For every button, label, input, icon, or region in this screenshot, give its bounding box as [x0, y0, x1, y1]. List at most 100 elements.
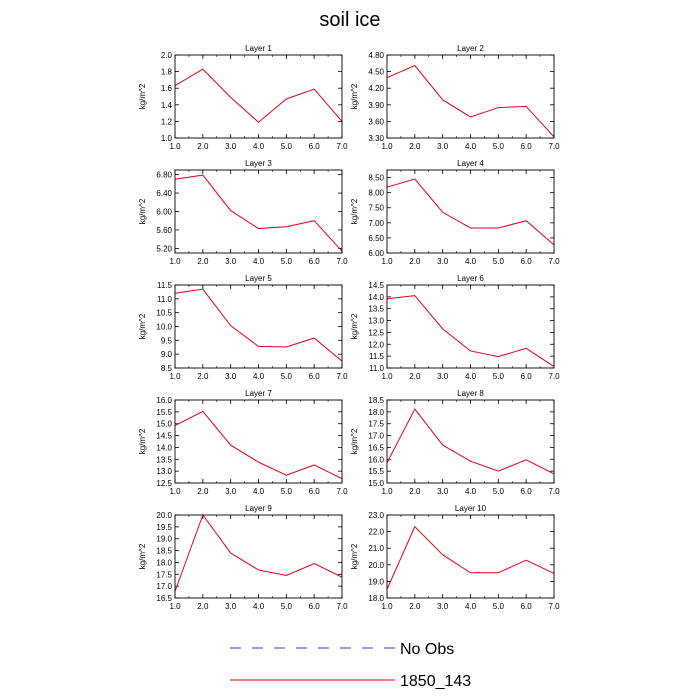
x-tick-label: 1.0 — [169, 602, 181, 611]
y-tick-label: 4.50 — [368, 68, 384, 77]
y-tick-label: 13.5 — [368, 305, 384, 314]
series-line-1850_143 — [386, 295, 555, 367]
x-tick-label: 4.0 — [465, 602, 477, 611]
y-tick-label: 8.00 — [368, 189, 384, 198]
x-tick-label: 1.0 — [169, 487, 181, 496]
y-tick-label: 12.5 — [156, 479, 172, 488]
x-tick-label: 1.0 — [381, 142, 393, 151]
y-tick-label: 14.0 — [156, 443, 172, 452]
series-line-1850_143 — [386, 64, 555, 138]
x-tick-label: 1.0 — [169, 257, 181, 266]
panel-title: Layer 7 — [245, 389, 272, 398]
x-tick-label: 3.0 — [437, 257, 449, 266]
x-tick-label: 2.0 — [197, 602, 209, 611]
x-tick-label: 4.0 — [253, 487, 265, 496]
panel-layer-2: Layer 2 kg/m^2 1.0 2.0 3.0 4.0 5.0 6.0 7.0 3.30 3.… — [350, 44, 560, 151]
x-tick-label: 6.0 — [309, 487, 321, 496]
y-tick-label: 10.0 — [156, 323, 172, 332]
y-tick-label: 6.00 — [368, 249, 384, 258]
y-tick-label: 1.6 — [161, 84, 173, 93]
y-tick-label: 4.80 — [368, 51, 384, 60]
y-tick-label: 17.0 — [368, 432, 384, 441]
panel-title: Layer 3 — [245, 159, 272, 168]
x-tick-label: 7.0 — [548, 602, 560, 611]
plot-frame — [386, 284, 555, 369]
y-tick-label: 5.60 — [156, 226, 172, 235]
y-tick-label: 19.5 — [156, 523, 172, 532]
panel-title: Layer 10 — [455, 504, 487, 513]
y-tick-label: 11.0 — [157, 295, 173, 304]
plot-frame — [386, 169, 555, 254]
panel-layer-4: Layer 4 kg/m^2 1.0 2.0 3.0 4.0 5.0 6.0 7.0 6.00 6.… — [350, 159, 560, 266]
y-tick-label: 18.5 — [156, 547, 172, 556]
series-line-1850_143 — [174, 410, 343, 480]
plot-frame — [386, 514, 555, 599]
panel-layer-8: Layer 8 kg/m^2 1.0 2.0 3.0 4.0 5.0 6.0 7.0 15.0 15… — [350, 389, 560, 496]
x-tick-label: 3.0 — [225, 142, 237, 151]
panel-layer-3: Layer 3 kg/m^2 1.0 2.0 3.0 4.0 5.0 6.0 7.0 5.20 5.… — [138, 159, 348, 266]
x-tick-label: 7.0 — [548, 487, 560, 496]
x-tick-label: 4.0 — [253, 257, 265, 266]
y-tick-label: 15.5 — [156, 408, 172, 417]
x-tick-label: 2.0 — [197, 142, 209, 151]
y-tick-label: 3.30 — [368, 134, 384, 143]
x-tick-label: 5.0 — [281, 142, 293, 151]
x-tick-label: 2.0 — [409, 487, 421, 496]
y-tick-label: 14.0 — [368, 293, 384, 302]
x-tick-label: 4.0 — [465, 487, 477, 496]
y-tick-label: 7.50 — [368, 204, 384, 213]
plot-frame — [174, 169, 343, 254]
page-title: soil ice — [319, 9, 381, 31]
y-tick-label: 1.8 — [161, 68, 173, 77]
y-tick-label: 17.0 — [156, 582, 172, 591]
y-tick-label: 12.0 — [368, 340, 384, 349]
x-tick-label: 6.0 — [521, 372, 533, 381]
x-tick-label: 6.0 — [309, 602, 321, 611]
y-tick-label: 2.0 — [161, 51, 173, 60]
y-axis-label: kg/m^2 — [138, 313, 147, 339]
x-tick-label: 5.0 — [281, 257, 293, 266]
y-tick-label: 1.4 — [161, 101, 173, 110]
x-tick-label: 3.0 — [437, 142, 449, 151]
x-tick-label: 6.0 — [309, 257, 321, 266]
y-tick-label: 18.0 — [156, 558, 172, 567]
series-line-1850_143 — [386, 178, 555, 246]
x-tick-label: 2.0 — [197, 372, 209, 381]
panel-title: Layer 1 — [245, 44, 272, 53]
y-tick-label: 15.5 — [368, 467, 384, 476]
panel-layer-1: Layer 1 kg/m^2 1.0 2.0 3.0 4.0 5.0 6.0 7.0 1.0 1.2… — [138, 44, 348, 151]
y-tick-label: 6.50 — [368, 234, 384, 243]
panel-layer-7: Layer 7 kg/m^2 1.0 2.0 3.0 4.0 5.0 6.0 7.0 12.5 13… — [138, 389, 348, 496]
y-tick-label: 18.0 — [368, 594, 384, 603]
panel-title: Layer 8 — [457, 389, 484, 398]
x-tick-label: 3.0 — [437, 372, 449, 381]
y-tick-label: 14.5 — [156, 432, 172, 441]
x-tick-label: 1.0 — [381, 602, 393, 611]
y-axis-label: kg/m^2 — [138, 198, 147, 224]
x-tick-label: 4.0 — [465, 142, 477, 151]
y-tick-label: 15.0 — [156, 420, 172, 429]
y-tick-label: 13.0 — [156, 467, 172, 476]
x-tick-label: 6.0 — [521, 257, 533, 266]
x-tick-label: 7.0 — [548, 257, 560, 266]
x-tick-label: 5.0 — [493, 487, 505, 496]
y-tick-label: 5.20 — [156, 244, 172, 253]
series-line-1850_143 — [386, 525, 555, 590]
x-tick-label: 1.0 — [381, 257, 393, 266]
panel-title: Layer 5 — [245, 274, 272, 283]
x-tick-label: 5.0 — [493, 602, 505, 611]
x-tick-label: 4.0 — [465, 372, 477, 381]
x-tick-label: 3.0 — [437, 487, 449, 496]
y-tick-label: 11.5 — [157, 281, 173, 290]
legend-entry: 1850_143 — [230, 673, 471, 690]
y-tick-label: 6.40 — [156, 189, 172, 198]
y-tick-label: 13.5 — [156, 455, 172, 464]
x-tick-label: 7.0 — [336, 602, 348, 611]
y-tick-label: 13.0 — [368, 317, 384, 326]
y-tick-label: 19.0 — [156, 535, 172, 544]
x-tick-label: 5.0 — [281, 372, 293, 381]
panel-layer-5: Layer 5 kg/m^2 1.0 2.0 3.0 4.0 5.0 6.0 7.0 8.5 9.0… — [138, 274, 348, 381]
x-tick-label: 5.0 — [493, 257, 505, 266]
